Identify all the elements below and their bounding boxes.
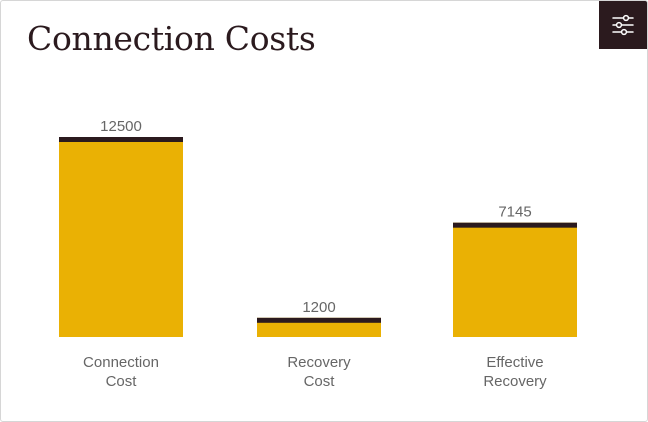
category-label: Recovery Cost <box>287 354 351 390</box>
bar[interactable] <box>59 137 183 337</box>
category-label: Connection Cost <box>83 354 159 390</box>
sliders-icon <box>612 14 634 36</box>
bar-group: 1200 Recovery Cost <box>257 299 381 390</box>
data-label: 1200 <box>302 299 335 316</box>
bar[interactable] <box>453 222 577 337</box>
bar-cap <box>257 317 381 323</box>
data-label: 7145 <box>498 204 531 221</box>
category-label-line: Cost <box>304 373 336 390</box>
category-label: Effective Recovery <box>483 354 547 390</box>
data-label: 12500 <box>100 118 142 135</box>
bar-group: 12500 Connection Cost <box>59 118 183 390</box>
category-label-line: Recovery <box>287 354 351 371</box>
bar-cap <box>59 137 183 142</box>
category-label-line: Effective <box>486 354 543 371</box>
bar-cap <box>453 222 577 228</box>
category-label-line: Connection <box>83 354 159 371</box>
category-label-line: Recovery <box>483 373 547 390</box>
category-label-line: Cost <box>106 373 138 390</box>
bar-group: 7145 Effective Recovery <box>453 204 577 390</box>
page-title: Connection Costs <box>27 19 316 58</box>
filter-button[interactable] <box>599 1 647 49</box>
